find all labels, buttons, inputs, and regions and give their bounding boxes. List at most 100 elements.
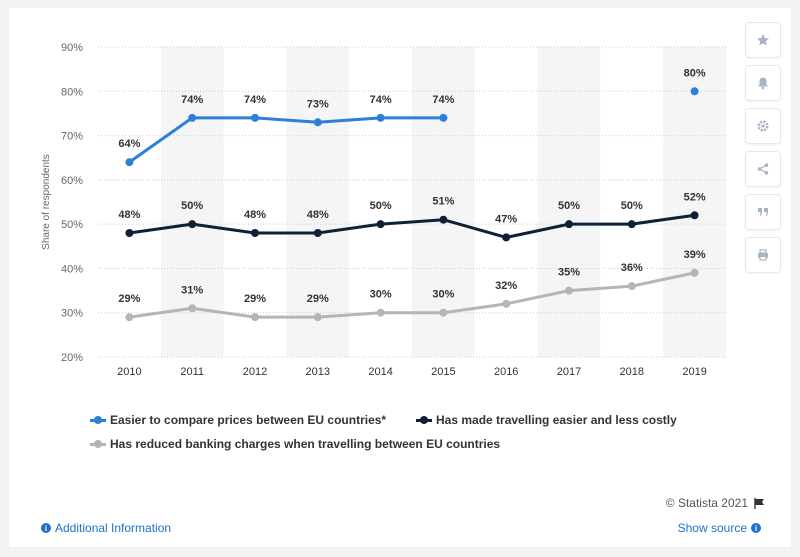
data-label: 39% (684, 249, 706, 261)
chart-toolbar (745, 22, 781, 280)
x-tick-label: 2010 (117, 366, 141, 378)
column-band (663, 47, 726, 357)
data-point (565, 220, 573, 229)
gear-icon (757, 120, 769, 132)
data-label: 29% (244, 293, 266, 305)
data-point (188, 220, 197, 229)
data-point (251, 313, 259, 322)
data-label: 51% (432, 196, 454, 208)
show-source-link[interactable]: Show source i (678, 521, 765, 535)
data-point (627, 220, 636, 229)
y-tick-label: 40% (61, 263, 83, 275)
data-label: 36% (621, 262, 643, 274)
cite-button[interactable] (745, 194, 781, 230)
data-label: 48% (307, 209, 329, 221)
legend-swatch (416, 415, 432, 425)
data-point (313, 313, 322, 322)
line-chart: 20% 30% 40% 50% 60% 70% 80% 90% Share of respond… (41, 42, 726, 378)
settings-button[interactable] (745, 108, 781, 144)
legend-item-compare-prices[interactable]: Easier to compare prices between EU coun… (90, 413, 386, 427)
x-tick-label: 2014 (368, 366, 392, 378)
show-source-label: Show source (677, 521, 747, 535)
data-point (502, 299, 511, 308)
data-point (251, 113, 259, 122)
data-label: 80% (684, 67, 706, 79)
data-label: 50% (370, 200, 392, 212)
data-point (188, 113, 197, 122)
column-band (537, 47, 601, 357)
data-label: 74% (370, 94, 392, 106)
data-label: 64% (118, 138, 140, 150)
data-label: 50% (558, 200, 580, 212)
y-tick-label: 90% (61, 42, 83, 54)
chart-card: 20% 30% 40% 50% 60% 70% 80% 90% Share of respond… (9, 8, 791, 547)
data-point (439, 308, 448, 317)
data-point (125, 158, 134, 167)
legend-label: Has reduced banking charges when travell… (110, 437, 501, 451)
data-label: 50% (621, 200, 643, 212)
x-tick-label: 2011 (180, 366, 204, 378)
data-label: 29% (118, 293, 140, 305)
data-label: 31% (181, 284, 203, 296)
favorite-button[interactable] (745, 22, 781, 58)
info-icon: i (751, 523, 761, 533)
y-tick-label: 80% (61, 86, 83, 98)
legend-label: Has made travelling easier and less cost… (436, 413, 677, 427)
print-icon (758, 249, 768, 261)
data-point (690, 268, 699, 277)
additional-information-link[interactable]: i Additional Information (37, 521, 171, 535)
share-button[interactable] (745, 151, 781, 187)
legend-swatch (90, 415, 106, 425)
data-label: 48% (244, 209, 266, 221)
column-band (412, 47, 475, 357)
print-button[interactable] (745, 237, 781, 273)
series-line (128, 116, 444, 164)
data-label: 30% (370, 289, 392, 301)
data-point (376, 308, 385, 317)
data-label: 30% (432, 289, 454, 301)
legend-swatch (90, 439, 106, 449)
legend-label: Easier to compare prices between EU coun… (110, 413, 387, 427)
legend-item-travelling-easier[interactable]: Has made travelling easier and less cost… (416, 413, 677, 427)
flag-icon[interactable] (754, 497, 765, 509)
data-point (690, 87, 699, 96)
series-line (129, 213, 695, 239)
data-point (125, 313, 134, 322)
data-label: 48% (118, 209, 140, 221)
star-icon (757, 34, 769, 46)
data-point (565, 286, 573, 295)
column-band (286, 47, 350, 357)
data-point (376, 220, 385, 229)
data-point (439, 113, 448, 122)
x-tick-label: 2013 (306, 366, 330, 378)
notification-button[interactable] (745, 65, 781, 101)
data-point (502, 233, 511, 242)
y-tick-label: 30% (61, 308, 83, 320)
data-point (627, 282, 636, 291)
data-label: 73% (307, 98, 329, 110)
data-label: 32% (495, 280, 517, 292)
additional-information-label: Additional Information (55, 521, 172, 535)
data-point (313, 229, 322, 237)
x-tick-label: 2019 (682, 366, 706, 378)
y-tick-label: 70% (61, 131, 83, 143)
copyright-text: © Statista 2021 (665, 496, 748, 510)
data-point (376, 113, 385, 122)
bell-icon (758, 77, 768, 90)
legend-item-banking-charges[interactable]: Has reduced banking charges when travell… (90, 437, 500, 451)
data-label: 74% (244, 94, 266, 106)
quote-icon (758, 208, 768, 216)
data-label: 29% (307, 293, 329, 305)
data-point (439, 215, 448, 224)
data-label: 74% (181, 94, 203, 106)
copyright: © Statista 2021 (666, 496, 765, 510)
x-tick-label: 2017 (557, 366, 581, 378)
data-point (690, 211, 699, 220)
data-label: 52% (684, 191, 706, 203)
data-label: 35% (558, 267, 580, 279)
data-label: 47% (495, 213, 517, 225)
data-point (125, 229, 134, 237)
data-point (313, 118, 322, 127)
x-tick-label: 2015 (431, 366, 455, 378)
data-label: 74% (432, 94, 454, 106)
